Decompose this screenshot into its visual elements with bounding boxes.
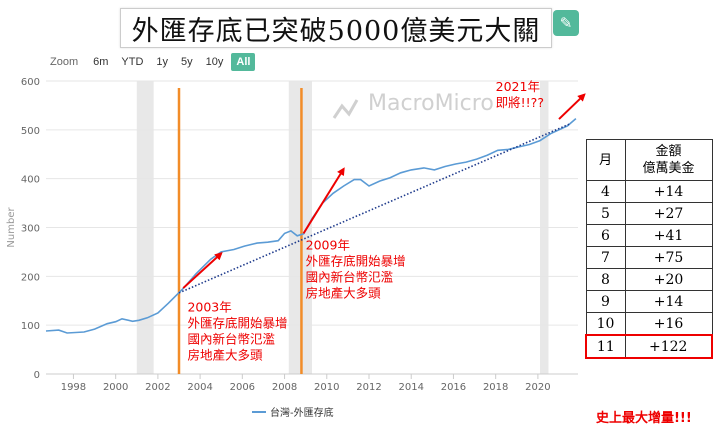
row-amount: +14 xyxy=(624,290,713,313)
row-month: 5 xyxy=(585,202,626,225)
header-amount-unit: 億萬美金 xyxy=(642,161,695,176)
x-tick-label: 2016 xyxy=(441,382,466,393)
header-amount: 金額 億萬美金 xyxy=(624,139,713,181)
table-header-row: 月 金額 億萬美金 xyxy=(585,139,713,181)
row-month: 4 xyxy=(585,180,626,203)
table-row: 10 +16 xyxy=(585,312,713,336)
row-amount: +75 xyxy=(624,246,713,269)
x-tick-label: 2018 xyxy=(483,382,508,393)
chart-title: 外匯存底已突破5000億美元大關 xyxy=(120,8,552,48)
row-amount: +41 xyxy=(624,224,713,247)
header-amount-label: 金額 xyxy=(655,144,682,159)
x-tick-label: 2012 xyxy=(356,382,381,393)
annotation-line: 2009年 xyxy=(306,237,350,252)
table-body: 4 +14 5 +27 6 +41 7 +75 8 +20 9 +14 10 +16 11 +122 xyxy=(585,180,713,359)
annotation-line: 國內新台幣氾濫 xyxy=(306,269,394,284)
footnote: 史上最大增量!!! xyxy=(596,411,692,426)
row-month: 8 xyxy=(585,268,626,291)
row-month: 9 xyxy=(585,290,626,313)
legend-label: 台灣-外匯存底 xyxy=(270,406,334,419)
header-month: 月 xyxy=(585,139,626,181)
watermark-logo-icon xyxy=(332,99,359,119)
row-month: 6 xyxy=(585,224,626,247)
x-tick-label: 2020 xyxy=(525,382,550,393)
annotation-line: 房地產大多頭 xyxy=(306,285,382,300)
table-row: 4 +14 xyxy=(585,180,713,203)
annotation-line: 外匯存底開始暴增 xyxy=(306,253,406,268)
red-arrow xyxy=(182,252,223,289)
zoom-ytd-button[interactable]: YTD xyxy=(121,56,144,68)
zoom-10y-button[interactable]: 10y xyxy=(205,56,224,68)
y-tick-label: 100 xyxy=(21,321,40,332)
annotation-line: 房地產大多頭 xyxy=(187,347,263,362)
annotation-line: 2021年 xyxy=(496,79,540,94)
red-arrow xyxy=(302,167,345,234)
y-tick-label: 600 xyxy=(21,77,40,88)
row-month: 11 xyxy=(585,334,626,359)
pencil-icon: ✎ xyxy=(559,14,573,32)
annotation-line: 即將!!?? xyxy=(496,95,544,110)
x-tick-label: 2008 xyxy=(272,382,297,393)
table-row: 5 +27 xyxy=(585,202,713,225)
row-month: 10 xyxy=(585,312,626,336)
zoom-bar: Zoom 6m YTD 1y 5y 10y All xyxy=(50,53,258,71)
x-tick-label: 2006 xyxy=(230,382,255,393)
zoom-5y-button[interactable]: 5y xyxy=(181,56,193,68)
y-tick-label: 200 xyxy=(21,272,40,283)
x-tick-label: 1998 xyxy=(61,382,86,393)
y-tick-label: 0 xyxy=(34,370,40,381)
zoom-label: Zoom xyxy=(50,56,79,68)
row-amount: +122 xyxy=(624,334,713,359)
y-tick-label: 400 xyxy=(21,175,40,186)
row-amount: +27 xyxy=(624,202,713,225)
row-amount: +16 xyxy=(624,312,713,336)
table-row: 7 +75 xyxy=(585,246,713,269)
zoom-all-button[interactable]: All xyxy=(231,53,256,71)
zoom-6m-button[interactable]: 6m xyxy=(93,56,109,68)
edit-button[interactable]: ✎ xyxy=(553,10,579,36)
table-row: 8 +20 xyxy=(585,268,713,291)
y-tick-label: 500 xyxy=(21,126,40,137)
x-tick-label: 2010 xyxy=(314,382,339,393)
annotation-line: 外匯存底開始暴增 xyxy=(187,315,287,330)
monthly-increase-table: 月 金額 億萬美金 4 +14 5 +27 6 +41 7 +75 8 +20 9 +14 10 +16 1… xyxy=(585,139,713,359)
watermark: MacroMicro xyxy=(368,91,494,116)
row-month: 7 xyxy=(585,246,626,269)
y-axis-label: Number xyxy=(6,207,17,248)
trend-line xyxy=(178,123,570,294)
annotation-line: 2003年 xyxy=(187,299,231,314)
table-row: 9 +14 xyxy=(585,290,713,313)
x-tick-label: 2000 xyxy=(103,382,128,393)
y-tick-label: 300 xyxy=(21,224,40,235)
table-row: 6 +41 xyxy=(585,224,713,247)
annotation-line: 國內新台幣氾濫 xyxy=(187,331,275,346)
row-amount: +14 xyxy=(624,180,713,203)
x-tick-label: 2004 xyxy=(187,382,212,393)
x-tick-label: 2002 xyxy=(145,382,170,393)
row-amount: +20 xyxy=(624,268,713,291)
x-tick-label: 2014 xyxy=(398,382,423,393)
zoom-1y-button[interactable]: 1y xyxy=(156,56,169,68)
red-arrow xyxy=(558,93,586,120)
table-row: 11 +122 xyxy=(585,334,713,359)
